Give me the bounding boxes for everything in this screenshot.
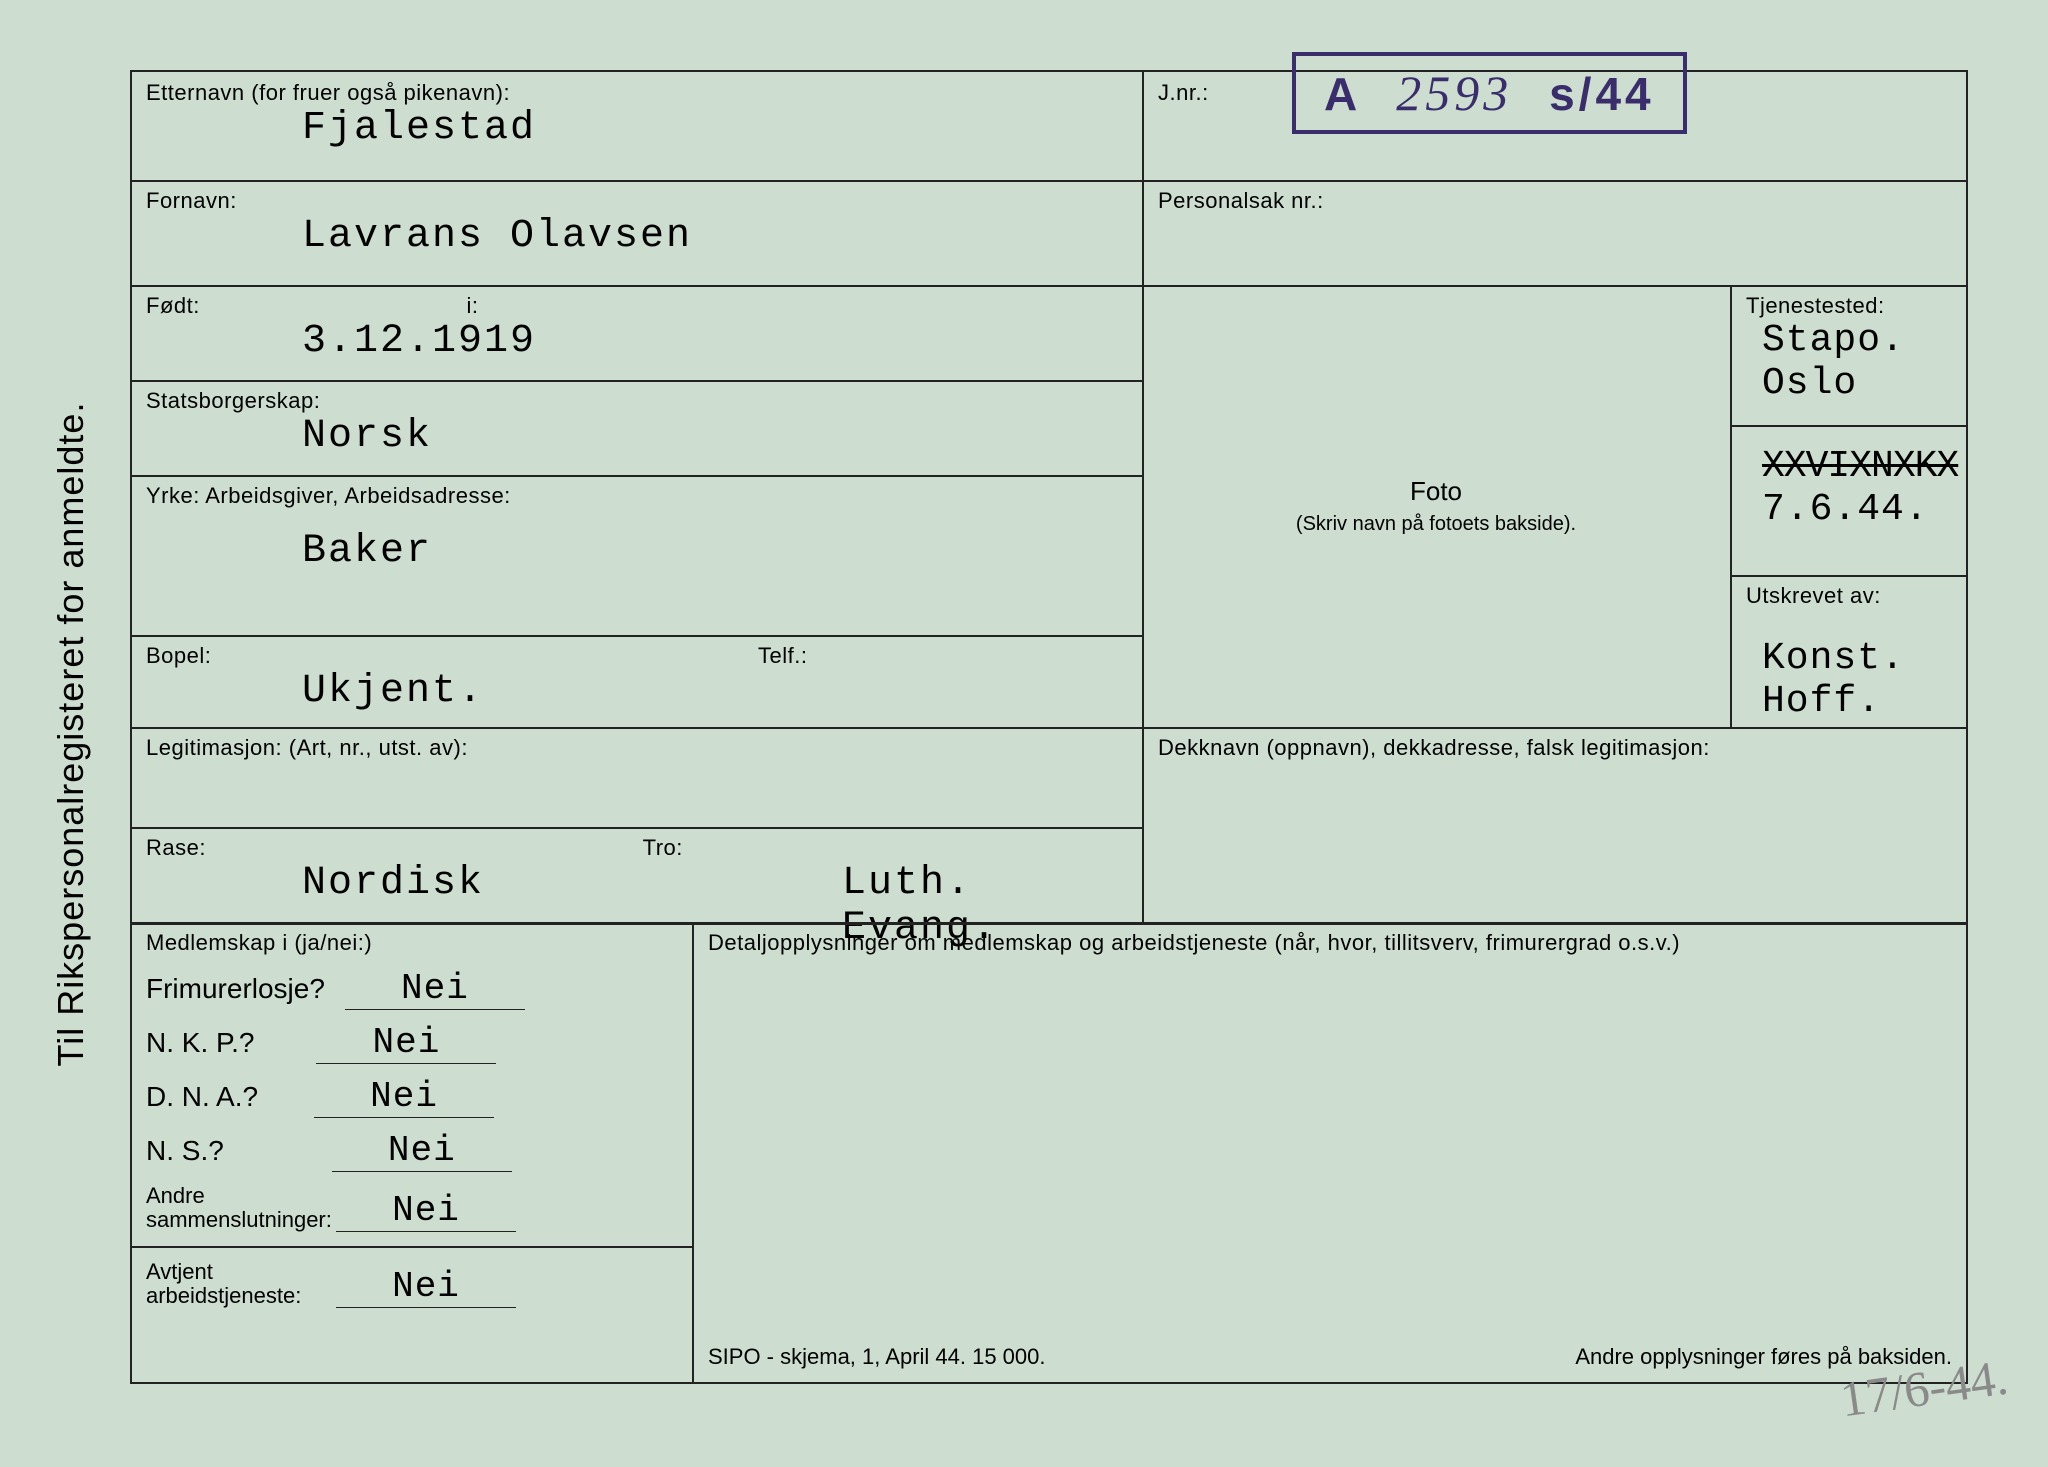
- label-fornavn: Fornavn:: [132, 180, 1142, 214]
- label-fodt-text: Født:: [146, 293, 200, 318]
- cell-yrke: Yrke: Arbeidsgiver, Arbeidsadresse: Bake…: [132, 475, 1142, 637]
- label-telf: Telf.:: [758, 643, 807, 668]
- cell-dato: XXVIXNXKX 7.6.44.: [1732, 425, 1966, 577]
- label-nkp: N. K. P.?: [146, 1027, 254, 1059]
- label-frimurer: Frimurerlosje?: [146, 973, 325, 1005]
- cell-rase-tro: Rase: Tro: Nordisk Luth. Evang.: [132, 827, 1142, 924]
- label-detalj: Detaljopplysninger om medlemskap og arbe…: [694, 922, 1966, 956]
- label-statsborgerskap: Statsborgerskap:: [132, 380, 1142, 414]
- label-medlemskap: Medlemskap i (ja/nei:): [132, 922, 692, 956]
- value-nkp: Nei: [316, 1022, 496, 1064]
- value-andre: Nei: [336, 1190, 516, 1232]
- value-ns: Nei: [332, 1130, 512, 1172]
- row-dna: D. N. A.? Nei: [132, 1064, 692, 1118]
- label-personalsak: Personalsak nr.:: [1144, 180, 1966, 214]
- main-vertical-divider: [1142, 72, 1144, 922]
- label-jnr: J.nr.:: [1144, 72, 1966, 106]
- foto-box: Foto (Skriv navn på fotoets bakside).: [1144, 285, 1728, 727]
- row-avtjent: Avtjent arbeidstjeneste: Nei: [132, 1248, 692, 1308]
- cell-fodt: Født: i: 3.12.1919: [132, 285, 1142, 382]
- cell-etternavn: Etternavn (for fruer også pikenavn): Fja…: [132, 72, 1142, 182]
- cell-bopel: Bopel: Telf.: Ukjent.: [132, 635, 1142, 729]
- value-fornavn: Lavrans Olavsen: [132, 214, 1142, 259]
- label-dekknavn: Dekknavn (oppnavn), dekkadresse, falsk l…: [1144, 727, 1966, 761]
- cell-personalsak: Personalsak nr.:: [1144, 180, 1966, 287]
- label-foto-sub: (Skriv navn på fotoets bakside).: [1296, 513, 1576, 536]
- label-i: i:: [466, 293, 478, 318]
- value-avtjent: Nei: [336, 1266, 516, 1308]
- row-andre: Andre sammenslutninger: Nei: [132, 1172, 692, 1232]
- label-yrke: Yrke: Arbeidsgiver, Arbeidsadresse:: [132, 475, 1142, 509]
- registration-card: Til Rikspersonalregisteret for anmeldte.…: [0, 0, 2048, 1467]
- cell-dekknavn: Dekknavn (oppnavn), dekkadresse, falsk l…: [1144, 727, 1966, 924]
- value-frimurer: Nei: [345, 968, 525, 1010]
- label-ns: N. S.?: [146, 1135, 224, 1167]
- label-bopel-text: Bopel:: [146, 643, 211, 668]
- cell-legitimasjon: Legitimasjon: (Art, nr., utst. av):: [132, 727, 1142, 829]
- label-rase: Rase: Tro:: [132, 827, 1142, 861]
- label-legitimasjon: Legitimasjon: (Art, nr., utst. av):: [132, 727, 1142, 761]
- row-ns: N. S.? Nei: [132, 1118, 692, 1172]
- membership-column: Medlemskap i (ja/nei:) Frimurerlosje? Ne…: [132, 922, 694, 1382]
- cell-jnr: J.nr.:: [1144, 72, 1966, 182]
- label-tjenestested: Tjenestested:: [1732, 285, 1966, 319]
- value-bopel: Ukjent.: [132, 669, 1142, 714]
- label-utskrevet: Utskrevet av:: [1732, 575, 1966, 609]
- form-grid: A 2593 s/44 Etternavn (for fruer også pi…: [130, 70, 1968, 1384]
- value-fodt: 3.12.1919: [132, 319, 1142, 364]
- cell-tjenestested: Tjenestested: Stapo. Oslo: [1732, 285, 1966, 427]
- detail-column: Detaljopplysninger om medlemskap og arbe…: [694, 922, 1966, 1382]
- value-dna: Nei: [314, 1076, 494, 1118]
- value-struck-date: XXVIXNXKX: [1732, 425, 1966, 488]
- value-utskrevet: Konst. Hoff.: [1732, 609, 1966, 723]
- label-rase-text: Rase:: [146, 835, 206, 860]
- cell-utskrevet: Utskrevet av: Konst. Hoff.: [1732, 575, 1966, 729]
- label-etternavn: Etternavn (for fruer også pikenavn):: [132, 72, 1142, 106]
- row-frimurer: Frimurerlosje? Nei: [132, 956, 692, 1010]
- value-etternavn: Fjalestad: [132, 106, 1142, 151]
- value-statsborgerskap: Norsk: [132, 414, 1142, 459]
- side-title: Til Rikspersonalregisteret for anmeldte.: [50, 401, 92, 1066]
- label-foto: Foto: [1410, 476, 1462, 507]
- label-tro-text: Tro:: [643, 835, 683, 860]
- label-avtjent: Avtjent arbeidstjeneste:: [146, 1260, 306, 1308]
- footer-sipo: SIPO - skjema, 1, April 44. 15 000.: [708, 1344, 1046, 1370]
- label-dna: D. N. A.?: [146, 1081, 258, 1113]
- label-bopel: Bopel: Telf.:: [132, 635, 1142, 669]
- row-nkp: N. K. P.? Nei: [132, 1010, 692, 1064]
- value-dato: 7.6.44.: [1732, 488, 1966, 531]
- label-fodt: Født: i:: [132, 285, 1142, 319]
- value-yrke: Baker: [132, 509, 1142, 574]
- label-andre: Andre sammenslutninger:: [146, 1184, 326, 1232]
- cell-statsborgerskap: Statsborgerskap: Norsk: [132, 380, 1142, 477]
- value-tjenestested: Stapo. Oslo: [1732, 319, 1966, 405]
- cell-fornavn: Fornavn: Lavrans Olavsen: [132, 180, 1142, 287]
